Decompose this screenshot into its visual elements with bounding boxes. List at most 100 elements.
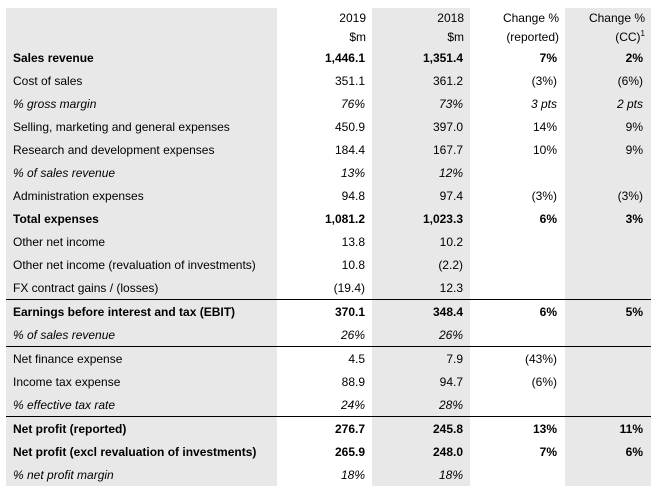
table-row: % gross margin 76% 73% 3 pts 2 pts — [6, 92, 651, 115]
header-sub-reported: (reported) — [506, 29, 559, 44]
row-label: Income tax expense — [6, 370, 277, 393]
change-reported — [470, 276, 565, 300]
value-2018: 245.8 — [372, 416, 470, 440]
value-2018: 7.9 — [372, 346, 470, 370]
row-label: FX contract gains / (losses) — [6, 276, 277, 300]
row-label: % net profit margin — [6, 463, 277, 486]
value-2018: 94.7 — [372, 370, 470, 393]
header-sub-cc: (CC)1 — [565, 27, 651, 46]
change-reported: (6%) — [531, 374, 557, 389]
change-cc: 2 pts — [565, 92, 651, 115]
table-row: Cost of sales 351.1 361.2 (3%) (6%) — [6, 69, 651, 92]
table-row: % net profit margin 18% 18% — [6, 463, 651, 486]
table-body: Sales revenue 1,446.1 1,351.4 7% 2% Cost of s… — [6, 46, 651, 486]
table-row: % of sales revenue 13% 12% — [6, 161, 651, 184]
header-sub-cc-text: (CC) — [615, 29, 641, 44]
change-cc — [565, 370, 651, 393]
value-2018: 1,023.3 — [372, 207, 470, 230]
row-label: Net profit (reported) — [6, 416, 277, 440]
change-reported: 6% — [470, 299, 565, 323]
row-label: % effective tax rate — [6, 393, 277, 417]
value-2019: 450.9 — [334, 119, 365, 134]
header-blank — [6, 8, 277, 27]
change-reported: (43%) — [470, 346, 565, 370]
value-2019: (19.4) — [333, 280, 365, 295]
value-2018: 12.3 — [372, 276, 470, 300]
row-label: Total expenses — [6, 207, 277, 230]
change-cc — [565, 346, 651, 370]
change-cc: 9% — [565, 115, 651, 138]
change-reported: 7% — [539, 50, 557, 65]
row-label: Cost of sales — [6, 69, 277, 92]
header-unit-2018: $m — [372, 27, 470, 46]
change-reported — [470, 253, 565, 276]
header-change-reported: Change % — [502, 10, 559, 25]
value-2019: 276.7 — [277, 416, 372, 440]
value-2018: 18% — [372, 463, 470, 486]
value-2019: 370.1 — [277, 299, 372, 323]
value-2018: 1,351.4 — [372, 46, 470, 69]
value-2018: 167.7 — [372, 138, 470, 161]
change-reported — [470, 323, 565, 347]
row-label: Research and development expenses — [6, 138, 277, 161]
table-row: Net profit (excl revaluation of investme… — [6, 440, 651, 463]
value-2019: 13% — [340, 165, 365, 180]
row-label: Other net income — [6, 230, 277, 253]
value-2018: 397.0 — [372, 115, 470, 138]
change-reported: 3 pts — [530, 96, 557, 111]
value-2019: 13.8 — [341, 234, 365, 249]
change-reported: 7% — [539, 444, 557, 459]
value-2019: 26% — [340, 327, 365, 342]
header-change-cc: Change % — [565, 8, 651, 27]
table-row: Net profit (reported) 276.7 245.8 13% 11% — [6, 416, 651, 440]
header-blank — [6, 27, 277, 46]
table-row: % of sales revenue 26% 26% — [6, 323, 651, 347]
row-label: Net profit (excl revaluation of investme… — [6, 440, 277, 463]
value-2019: 24% — [340, 397, 365, 412]
table-row: Other net income (revaluation of investm… — [6, 253, 651, 276]
value-2018: 361.2 — [372, 69, 470, 92]
row-label: Selling, marketing and general expenses — [6, 115, 277, 138]
header-row-units: $m $m (reported) (CC)1 — [6, 27, 651, 46]
value-2019: 351.1 — [334, 73, 365, 88]
change-cc — [565, 463, 651, 486]
change-reported: (3%) — [531, 188, 557, 203]
change-reported: (3%) — [531, 73, 557, 88]
value-2018: 28% — [372, 393, 470, 417]
value-2019: 88.9 — [341, 374, 365, 389]
value-2019: 94.8 — [341, 188, 365, 203]
value-2019: 265.9 — [334, 444, 365, 459]
change-cc — [565, 393, 651, 417]
value-2018: 73% — [372, 92, 470, 115]
table-row: Other net income 13.8 10.2 — [6, 230, 651, 253]
change-cc — [565, 276, 651, 300]
value-2018: (2.2) — [372, 253, 470, 276]
row-label: Net finance expense — [6, 346, 277, 370]
table-row: Total expenses 1,081.2 1,023.3 6% 3% — [6, 207, 651, 230]
value-2018: 97.4 — [372, 184, 470, 207]
value-2018: 348.4 — [372, 299, 470, 323]
value-2018: 10.2 — [372, 230, 470, 253]
table-header: 2019 2018 Change % Change % $m $m (repor… — [6, 8, 651, 46]
table-row: Sales revenue 1,446.1 1,351.4 7% 2% — [6, 46, 651, 69]
table-row: Administration expenses 94.8 97.4 (3%) (3%) — [6, 184, 651, 207]
change-cc — [565, 253, 651, 276]
value-2019: 184.4 — [334, 142, 365, 157]
change-cc: 2% — [565, 46, 651, 69]
row-label: % gross margin — [6, 92, 277, 115]
row-label: Other net income (revaluation of investm… — [6, 253, 277, 276]
change-reported: 10% — [532, 142, 557, 157]
table-row: Research and development expenses 184.4 16… — [6, 138, 651, 161]
value-2018: 248.0 — [372, 440, 470, 463]
change-reported: 13% — [470, 416, 565, 440]
change-reported — [470, 161, 565, 184]
value-2019: 10.8 — [341, 257, 365, 272]
table-row: % effective tax rate 24% 28% — [6, 393, 651, 417]
change-cc: 5% — [565, 299, 651, 323]
change-cc — [565, 161, 651, 184]
change-cc: 6% — [565, 440, 651, 463]
table-row: Income tax expense 88.9 94.7 (6%) — [6, 370, 651, 393]
change-cc — [565, 323, 651, 347]
change-reported — [470, 393, 565, 417]
